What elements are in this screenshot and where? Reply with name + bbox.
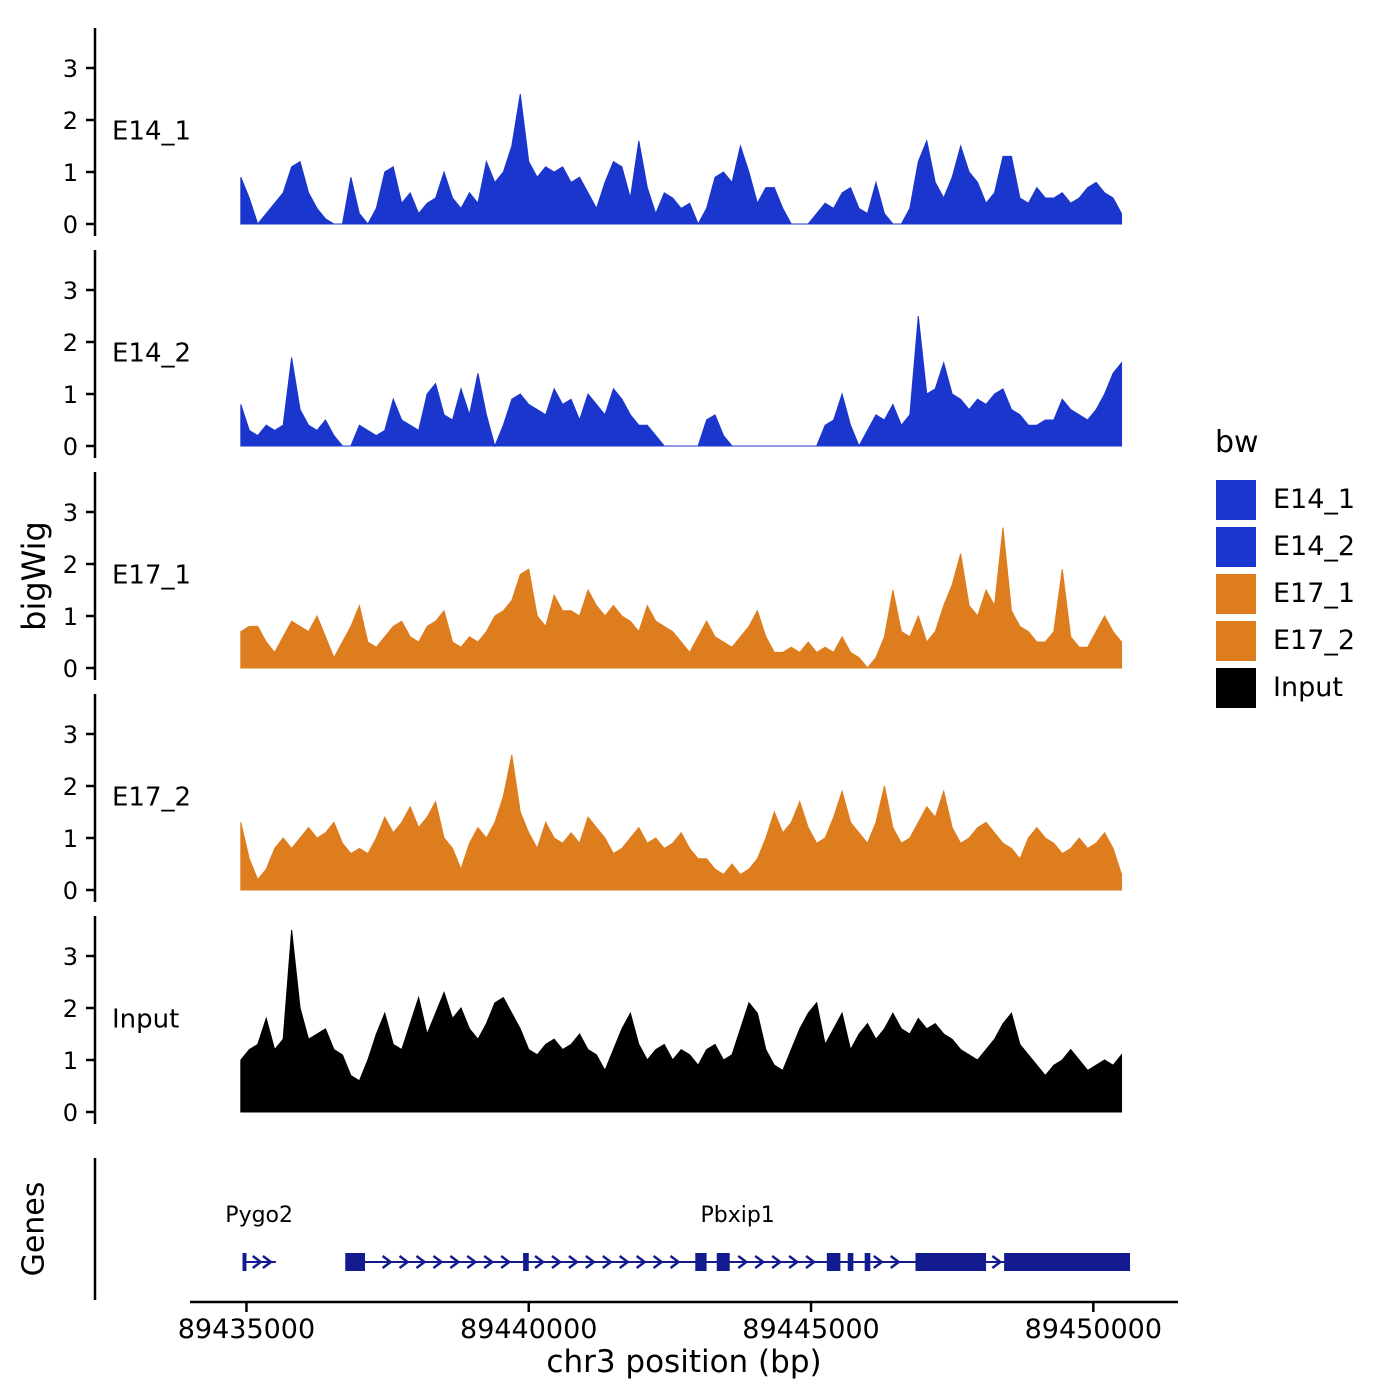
gene-label: Pbxip1 bbox=[700, 1203, 774, 1228]
gene-strand-arrow bbox=[251, 1255, 263, 1269]
legend-swatch-e14-1 bbox=[1215, 478, 1257, 521]
gene-exon bbox=[864, 1253, 871, 1271]
gene-strand-arrow bbox=[635, 1255, 647, 1269]
gene-exon bbox=[1004, 1253, 1131, 1271]
y-tick-label: 3 bbox=[63, 499, 78, 527]
y-axis-title: bigWig bbox=[15, 521, 53, 631]
gene-strand-arrow bbox=[568, 1255, 579, 1269]
y-tick-label: 3 bbox=[63, 277, 78, 305]
gene-strand-arrow bbox=[449, 1255, 461, 1269]
gene-strand-arrow bbox=[618, 1255, 630, 1269]
y-tick-label: 3 bbox=[63, 55, 78, 83]
track-label: E17_2 bbox=[112, 782, 191, 812]
y-tick-label: 1 bbox=[63, 603, 78, 631]
y-tick-label: 0 bbox=[63, 1099, 78, 1127]
legend-item: E14_1 bbox=[1215, 476, 1355, 523]
track-label: E14_1 bbox=[112, 116, 191, 146]
x-tick-label: 89440000 bbox=[460, 1314, 597, 1345]
legend-swatch-e17-1 bbox=[1215, 572, 1257, 615]
legend-item: E17_1 bbox=[1215, 570, 1355, 617]
gene-strand-arrow bbox=[262, 1255, 273, 1269]
y-tick-label: 1 bbox=[63, 381, 78, 409]
gene-strand-arrow bbox=[415, 1255, 427, 1269]
gene-exon bbox=[826, 1253, 841, 1271]
area-series-Input bbox=[240, 929, 1123, 1113]
legend-item: E14_2 bbox=[1215, 523, 1355, 570]
y-tick-label: 0 bbox=[63, 211, 78, 239]
legend: bw E14_1 E14_2 E17_1 E17_2 Input bbox=[1215, 425, 1355, 711]
gene-strand-arrow bbox=[788, 1255, 800, 1269]
y-tick-label: 2 bbox=[63, 773, 78, 801]
legend-title: bw bbox=[1215, 425, 1259, 460]
gene-exon bbox=[847, 1253, 854, 1271]
gene-strand-arrow bbox=[669, 1255, 681, 1269]
y-tick-label: 2 bbox=[63, 107, 78, 135]
gene-exon bbox=[523, 1253, 529, 1271]
gene-strand-arrow bbox=[585, 1255, 596, 1269]
x-tick-label: 89450000 bbox=[1025, 1314, 1162, 1345]
gene-strand-arrow bbox=[483, 1255, 495, 1269]
genes-axis-title: Genes bbox=[16, 1181, 52, 1277]
legend-swatch-e17-2 bbox=[1215, 619, 1257, 662]
legend-item-label: E17_2 bbox=[1273, 625, 1356, 656]
gene-strand-arrow bbox=[754, 1255, 766, 1269]
gene-strand-arrow bbox=[889, 1255, 901, 1269]
gene-strand-arrow bbox=[432, 1255, 444, 1269]
gene-exon bbox=[915, 1253, 987, 1271]
legend-item-label: E14_1 bbox=[1273, 484, 1356, 515]
gene-exon bbox=[716, 1253, 730, 1271]
legend-item: E17_2 bbox=[1215, 617, 1355, 664]
gene-strand-arrow bbox=[381, 1255, 393, 1269]
x-axis-title: chr3 position (bp) bbox=[546, 1344, 822, 1380]
gene-strand-arrow bbox=[873, 1255, 884, 1269]
y-tick-label: 3 bbox=[63, 943, 78, 971]
gene-label: Pygo2 bbox=[225, 1203, 293, 1228]
legend-item-label: E17_1 bbox=[1273, 578, 1356, 609]
area-series-E14_1 bbox=[240, 93, 1123, 226]
gene-strand-arrow bbox=[737, 1255, 749, 1269]
track-label: E14_2 bbox=[112, 338, 191, 368]
legend-swatch-input bbox=[1215, 666, 1257, 709]
legend-item-label: Input bbox=[1273, 672, 1343, 703]
legend-swatch-e14-2 bbox=[1215, 525, 1257, 568]
y-tick-label: 2 bbox=[63, 329, 78, 357]
gene-strand-arrow bbox=[398, 1255, 410, 1269]
gene-strand-arrow bbox=[500, 1255, 512, 1269]
y-tick-label: 0 bbox=[63, 877, 78, 905]
gene-strand-arrow bbox=[466, 1255, 478, 1269]
y-tick-label: 1 bbox=[63, 159, 78, 187]
legend-item-label: E14_2 bbox=[1273, 531, 1356, 562]
gene-strand-arrow bbox=[771, 1255, 783, 1269]
y-tick-label: 0 bbox=[63, 655, 78, 683]
x-tick-label: 89435000 bbox=[178, 1314, 315, 1345]
y-tick-label: 0 bbox=[63, 433, 78, 461]
gene-strand-arrow bbox=[602, 1255, 613, 1269]
gene-strand-arrow bbox=[991, 1254, 1003, 1270]
y-tick-label: 2 bbox=[63, 551, 78, 579]
x-tick-label: 89445000 bbox=[742, 1314, 879, 1345]
track-label: E17_1 bbox=[112, 560, 191, 590]
y-tick-label: 1 bbox=[63, 825, 78, 853]
gene-strand-arrow bbox=[551, 1255, 563, 1269]
y-tick-label: 1 bbox=[63, 1047, 78, 1075]
track-label: Input bbox=[112, 1004, 179, 1034]
gene-strand-arrow bbox=[652, 1255, 664, 1269]
gene-exon bbox=[695, 1253, 707, 1271]
gene-exon bbox=[345, 1253, 366, 1271]
gene-exon bbox=[242, 1253, 247, 1271]
y-tick-label: 2 bbox=[63, 995, 78, 1023]
area-series-E17_2 bbox=[240, 754, 1123, 891]
area-series-E17_1 bbox=[240, 527, 1123, 669]
legend-item: Input bbox=[1215, 664, 1355, 711]
gene-strand-arrow bbox=[534, 1255, 546, 1269]
y-tick-label: 3 bbox=[63, 721, 78, 749]
gene-strand-arrow bbox=[805, 1255, 817, 1269]
area-series-E14_2 bbox=[240, 315, 1123, 448]
